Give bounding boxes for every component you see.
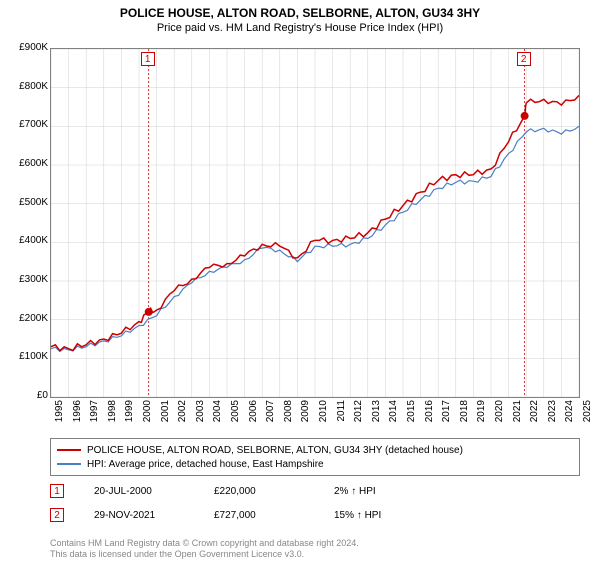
legend-row: POLICE HOUSE, ALTON ROAD, SELBORNE, ALTO… <box>57 443 573 457</box>
sale-hpi-delta: 15% ↑ HPI <box>334 510 381 521</box>
x-tick-label: 2011 <box>336 400 347 430</box>
y-tick-label: £900K <box>4 42 48 53</box>
x-tick-label: 2004 <box>212 400 223 430</box>
legend-label: POLICE HOUSE, ALTON ROAD, SELBORNE, ALTO… <box>87 445 463 456</box>
legend-label: HPI: Average price, detached house, East… <box>87 459 324 470</box>
y-tick-label: £300K <box>4 274 48 285</box>
x-tick-label: 2023 <box>547 400 558 430</box>
y-tick-label: £400K <box>4 235 48 246</box>
footer-line: Contains HM Land Registry data © Crown c… <box>50 538 359 549</box>
legend-swatch <box>57 449 81 451</box>
y-tick-label: £800K <box>4 81 48 92</box>
y-tick-label: £100K <box>4 351 48 362</box>
sale-row: 2 29-NOV-2021 £727,000 15% ↑ HPI <box>50 508 580 522</box>
x-tick-label: 2019 <box>476 400 487 430</box>
x-tick-label: 2012 <box>353 400 364 430</box>
x-tick-label: 2018 <box>459 400 470 430</box>
legend-row: HPI: Average price, detached house, East… <box>57 457 573 471</box>
x-tick-label: 2014 <box>388 400 399 430</box>
sale-date: 29-NOV-2021 <box>94 510 184 521</box>
x-tick-label: 2021 <box>512 400 523 430</box>
x-tick-label: 2022 <box>529 400 540 430</box>
x-tick-label: 2024 <box>564 400 575 430</box>
chart-title: POLICE HOUSE, ALTON ROAD, SELBORNE, ALTO… <box>0 6 600 20</box>
x-tick-label: 2006 <box>248 400 259 430</box>
sale-hpi-delta: 2% ↑ HPI <box>334 486 376 497</box>
footer-line: This data is licensed under the Open Gov… <box>50 549 359 560</box>
y-tick-label: £200K <box>4 313 48 324</box>
x-tick-label: 2009 <box>300 400 311 430</box>
sale-marker-badge: 1 <box>50 484 64 498</box>
x-tick-label: 2020 <box>494 400 505 430</box>
y-tick-label: £0 <box>4 390 48 401</box>
plot-area <box>50 48 580 398</box>
x-tick-label: 2017 <box>441 400 452 430</box>
x-tick-label: 2008 <box>283 400 294 430</box>
x-tick-label: 2007 <box>265 400 276 430</box>
sale-price: £727,000 <box>214 510 304 521</box>
sale-price: £220,000 <box>214 486 304 497</box>
x-tick-label: 2001 <box>160 400 171 430</box>
y-tick-label: £700K <box>4 119 48 130</box>
sale-marker-box: 1 <box>141 52 155 66</box>
x-tick-label: 1996 <box>72 400 83 430</box>
x-tick-label: 2002 <box>177 400 188 430</box>
chart-svg <box>51 49 579 397</box>
footer: Contains HM Land Registry data © Crown c… <box>50 538 359 560</box>
x-tick-label: 2005 <box>230 400 241 430</box>
x-tick-label: 2010 <box>318 400 329 430</box>
chart-container: POLICE HOUSE, ALTON ROAD, SELBORNE, ALTO… <box>0 6 600 566</box>
x-tick-label: 2013 <box>371 400 382 430</box>
x-tick-label: 1997 <box>89 400 100 430</box>
x-tick-label: 2003 <box>195 400 206 430</box>
x-tick-label: 2016 <box>424 400 435 430</box>
y-tick-label: £600K <box>4 158 48 169</box>
x-tick-label: 2025 <box>582 400 593 430</box>
x-tick-label: 1995 <box>54 400 65 430</box>
x-tick-label: 2000 <box>142 400 153 430</box>
chart-subtitle: Price paid vs. HM Land Registry's House … <box>0 22 600 34</box>
sale-date: 20-JUL-2000 <box>94 486 184 497</box>
legend-box: POLICE HOUSE, ALTON ROAD, SELBORNE, ALTO… <box>50 438 580 476</box>
sale-row: 1 20-JUL-2000 £220,000 2% ↑ HPI <box>50 484 580 498</box>
x-tick-label: 1998 <box>107 400 118 430</box>
legend-swatch <box>57 463 81 465</box>
sale-marker-badge: 2 <box>50 508 64 522</box>
sale-marker-box: 2 <box>517 52 531 66</box>
x-tick-label: 2015 <box>406 400 417 430</box>
y-tick-label: £500K <box>4 197 48 208</box>
x-tick-label: 1999 <box>124 400 135 430</box>
